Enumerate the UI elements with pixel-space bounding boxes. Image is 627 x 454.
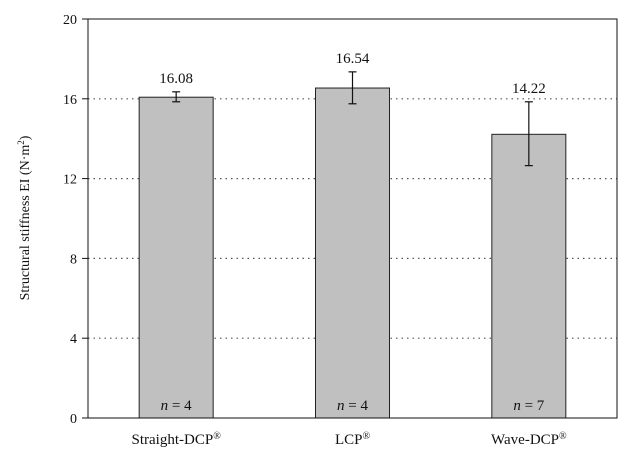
plot-frame — [87, 18, 618, 419]
n-label: n = 4 — [337, 398, 368, 414]
category-label-sup: ® — [559, 431, 567, 442]
y-ticks-group: 0 4 8 12 16 20 — [63, 13, 88, 427]
category-label-text: LCP — [335, 432, 363, 448]
bars-group — [138, 87, 567, 419]
n-label-value: = 4 — [345, 398, 369, 414]
y-tick-label: 16 — [63, 93, 77, 108]
y-axis-title-text: Structural stiffness EI (N·m — [18, 145, 33, 301]
axes-group — [87, 18, 618, 419]
n-label-var: n — [161, 398, 169, 414]
category-label-sup: ® — [362, 431, 370, 442]
data-label: 16.08 — [159, 71, 193, 87]
n-label: n = 7 — [513, 398, 544, 414]
y-tick-label: 4 — [70, 332, 77, 347]
y-axis-title-sup: 2 — [16, 140, 26, 145]
category-label-text: Wave-DCP — [491, 432, 559, 448]
y-tick-label: 0 — [70, 412, 77, 427]
error-bars-group — [172, 71, 533, 167]
n-label-var: n — [337, 398, 345, 414]
n-label: n = 4 — [161, 398, 192, 414]
category-label-sup: ® — [213, 431, 221, 442]
y-tick-label: 12 — [63, 173, 77, 188]
category-label-text: Straight-DCP — [132, 432, 214, 448]
n-label-value: = 4 — [168, 398, 192, 414]
category-label: Wave-DCP® — [491, 431, 567, 449]
data-label: 16.54 — [336, 51, 370, 67]
y-axis-title: Structural stiffness EI (N·m2) — [16, 135, 33, 300]
n-label-value: = 7 — [521, 398, 545, 414]
bar — [138, 96, 214, 419]
bar — [315, 87, 390, 419]
y-tick-label: 8 — [70, 252, 77, 267]
bar — [491, 133, 567, 419]
category-label: LCP® — [335, 431, 371, 449]
n-label-var: n — [513, 398, 521, 414]
y-tick-label: 20 — [63, 13, 77, 28]
category-label: Straight-DCP® — [132, 431, 222, 449]
y-axis-title-close: ) — [18, 135, 33, 140]
data-label: 14.22 — [512, 81, 546, 97]
